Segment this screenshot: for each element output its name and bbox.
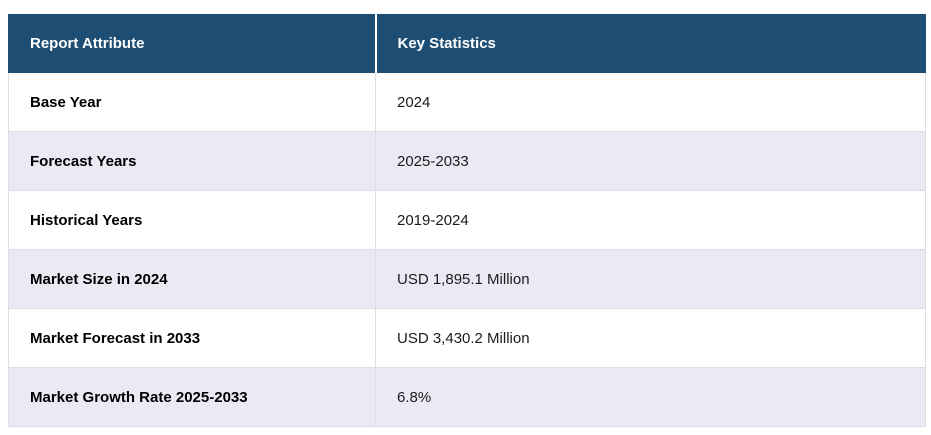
value-cell: 2025-2033 (375, 131, 926, 191)
attribute-cell: Historical Years (8, 190, 376, 250)
attribute-cell: Forecast Years (8, 131, 376, 191)
attribute-cell: Market Size in 2024 (8, 249, 376, 309)
header-row: Report Attribute Key Statistics (8, 14, 926, 73)
table-row-forecast-years: Forecast Years 2025-2033 (8, 131, 926, 191)
table-body: Base Year 2024 Forecast Years 2025-2033 … (8, 72, 926, 427)
value-cell: USD 3,430.2 Million (375, 308, 926, 368)
value-cell: 2019-2024 (375, 190, 926, 250)
value-cell: USD 1,895.1 Million (375, 249, 926, 309)
column-header-report-attribute: Report Attribute (8, 14, 376, 73)
table-header: Report Attribute Key Statistics (8, 14, 926, 73)
value-cell: 2024 (375, 72, 926, 132)
attribute-cell: Market Forecast in 2033 (8, 308, 376, 368)
table-row-historical-years: Historical Years 2019-2024 (8, 190, 926, 250)
attribute-cell: Base Year (8, 72, 376, 132)
table-row-market-size: Market Size in 2024 USD 1,895.1 Million (8, 249, 926, 309)
table-row-base-year: Base Year 2024 (8, 72, 926, 132)
attribute-cell: Market Growth Rate 2025-2033 (8, 367, 376, 427)
table-row-growth-rate: Market Growth Rate 2025-2033 6.8% (8, 367, 926, 427)
column-header-key-statistics: Key Statistics (374, 14, 926, 73)
value-cell: 6.8% (375, 367, 926, 427)
table-row-market-forecast: Market Forecast in 2033 USD 3,430.2 Mill… (8, 308, 926, 368)
report-attributes-table: Report Attribute Key Statistics Base Yea… (8, 14, 926, 427)
